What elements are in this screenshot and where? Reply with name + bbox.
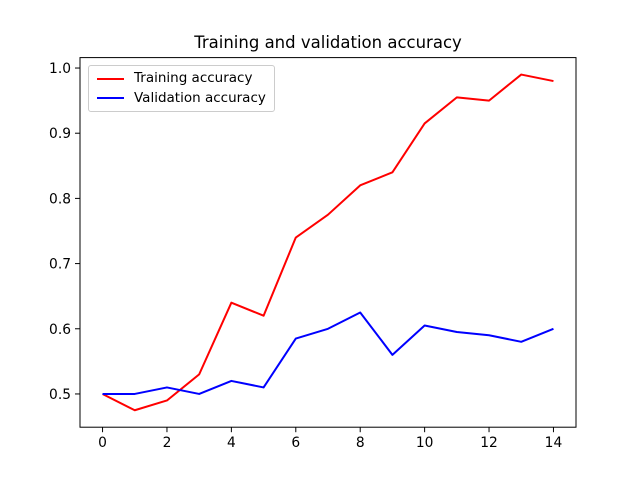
- x-tick-label: 14: [545, 435, 563, 451]
- axes-frame: [79, 57, 577, 428]
- legend-item-validation: Validation accuracy: [97, 89, 266, 106]
- y-tick-label: 1.0: [49, 61, 71, 77]
- x-tick-label: 0: [98, 435, 107, 451]
- y-tick-label: 0.8: [49, 191, 71, 207]
- legend-label-validation: Validation accuracy: [134, 89, 266, 106]
- x-tick-label: 10: [416, 435, 434, 451]
- series-line-validation-accuracy: [102, 311, 554, 395]
- x-tick-label: 4: [227, 435, 236, 451]
- legend: Training accuracy Validation accuracy: [88, 65, 275, 112]
- legend-item-training: Training accuracy: [97, 70, 266, 86]
- chart-title: Training and validation accuracy: [193, 33, 462, 52]
- y-tick-label: 0.6: [49, 322, 71, 338]
- legend-line-sample-training: [97, 77, 124, 80]
- legend-line-sample-validation: [97, 97, 124, 100]
- x-tick-label: 12: [480, 435, 498, 451]
- x-tick-label: 2: [163, 435, 172, 451]
- y-tick-label: 0.9: [49, 126, 71, 142]
- y-tick-label: 0.7: [49, 257, 71, 273]
- plot-area: 0 2 4 6 8 10 12 14 0.5 0.6 0.7 0.8 0.9 1.0: [49, 57, 577, 451]
- y-tick-label: 0.5: [49, 387, 71, 403]
- x-tick-label: 8: [356, 435, 365, 451]
- legend-label-training: Training accuracy: [134, 70, 253, 86]
- x-tick-label: 6: [291, 435, 300, 451]
- series-line-training-accuracy: [102, 73, 554, 412]
